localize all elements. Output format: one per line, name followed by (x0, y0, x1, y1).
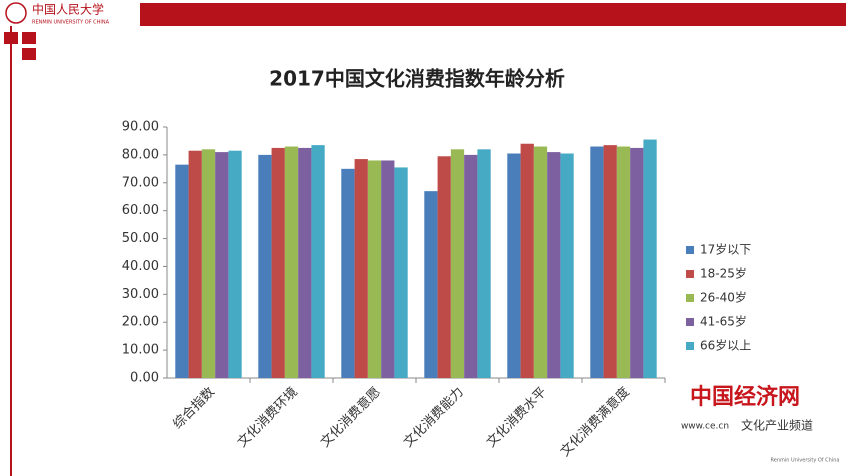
legend-label: 66岁以上 (700, 338, 751, 353)
legend-label: 41-65岁 (700, 314, 747, 329)
y-tick-label: 20.00 (122, 315, 159, 330)
bar (643, 139, 657, 378)
legend-label: 18-25岁 (700, 266, 747, 281)
legend-swatch (686, 270, 694, 278)
bar (367, 160, 382, 378)
brand-url: www.ce.cn (681, 422, 729, 432)
header-bar (140, 3, 846, 26)
bar (298, 147, 312, 378)
bar (450, 149, 465, 378)
bar (201, 149, 216, 378)
bar (188, 150, 202, 378)
x-tick-label: 文化消费意愿 (317, 384, 383, 450)
y-tick-label: 10.00 (122, 343, 159, 358)
y-tick-label: 60.00 (122, 203, 159, 218)
bar (215, 152, 229, 378)
bar (464, 154, 478, 378)
bar (394, 167, 408, 378)
y-tick-label: 90.00 (122, 120, 159, 135)
bar (533, 146, 548, 378)
left-rule (10, 26, 12, 476)
bar (437, 156, 451, 378)
bar (507, 153, 521, 378)
deco (4, 32, 18, 44)
x-tick-label: 文化消费满意度 (557, 384, 633, 460)
bar (547, 152, 561, 378)
y-tick-label: 40.00 (122, 259, 159, 274)
x-tick-label: 综合指数 (170, 385, 217, 432)
bar (228, 150, 242, 378)
bar (560, 153, 574, 378)
chart-title: 2017中国文化消费指数年龄分析 (269, 67, 565, 91)
x-tick-label: 文化消费环境 (235, 385, 301, 451)
bar (258, 154, 272, 378)
legend-label: 17岁以下 (700, 242, 751, 257)
legend-swatch (686, 294, 694, 302)
legend-label: 26-40岁 (700, 290, 747, 305)
logo-seal (5, 2, 27, 24)
legend-swatch (686, 318, 694, 326)
bar (341, 168, 355, 378)
bar (284, 146, 299, 378)
bar (175, 164, 189, 378)
bar (590, 146, 604, 378)
deco (22, 32, 36, 44)
bar (311, 145, 325, 378)
x-tick-label: 文化消费水平 (484, 385, 550, 451)
bar (616, 146, 631, 378)
bar (477, 149, 491, 378)
brand: 中国经济网 (690, 384, 800, 410)
footer-text: Renmin University Of China (771, 458, 840, 464)
deco (22, 48, 36, 60)
logo-cn: 中国人民大学 (32, 2, 104, 17)
y-tick-label: 50.00 (122, 231, 159, 246)
y-tick-label: 0.00 (130, 371, 159, 386)
bar (271, 147, 285, 378)
y-tick-label: 30.00 (122, 287, 159, 302)
legend-swatch (686, 342, 694, 350)
x-tick-label: 文化消费能力 (401, 385, 467, 451)
y-tick-label: 70.00 (122, 175, 159, 190)
logo-en: RENMIN UNIVERSITY OF CHINA (32, 20, 110, 26)
bar (603, 145, 617, 378)
brand-channel: 文化产业频道 (741, 418, 813, 433)
bar (381, 160, 395, 378)
bar (354, 159, 368, 378)
y-tick-label: 80.00 (122, 147, 159, 162)
bar (520, 143, 534, 378)
legend-swatch (686, 246, 694, 254)
bar (424, 191, 438, 378)
bar (630, 147, 644, 378)
